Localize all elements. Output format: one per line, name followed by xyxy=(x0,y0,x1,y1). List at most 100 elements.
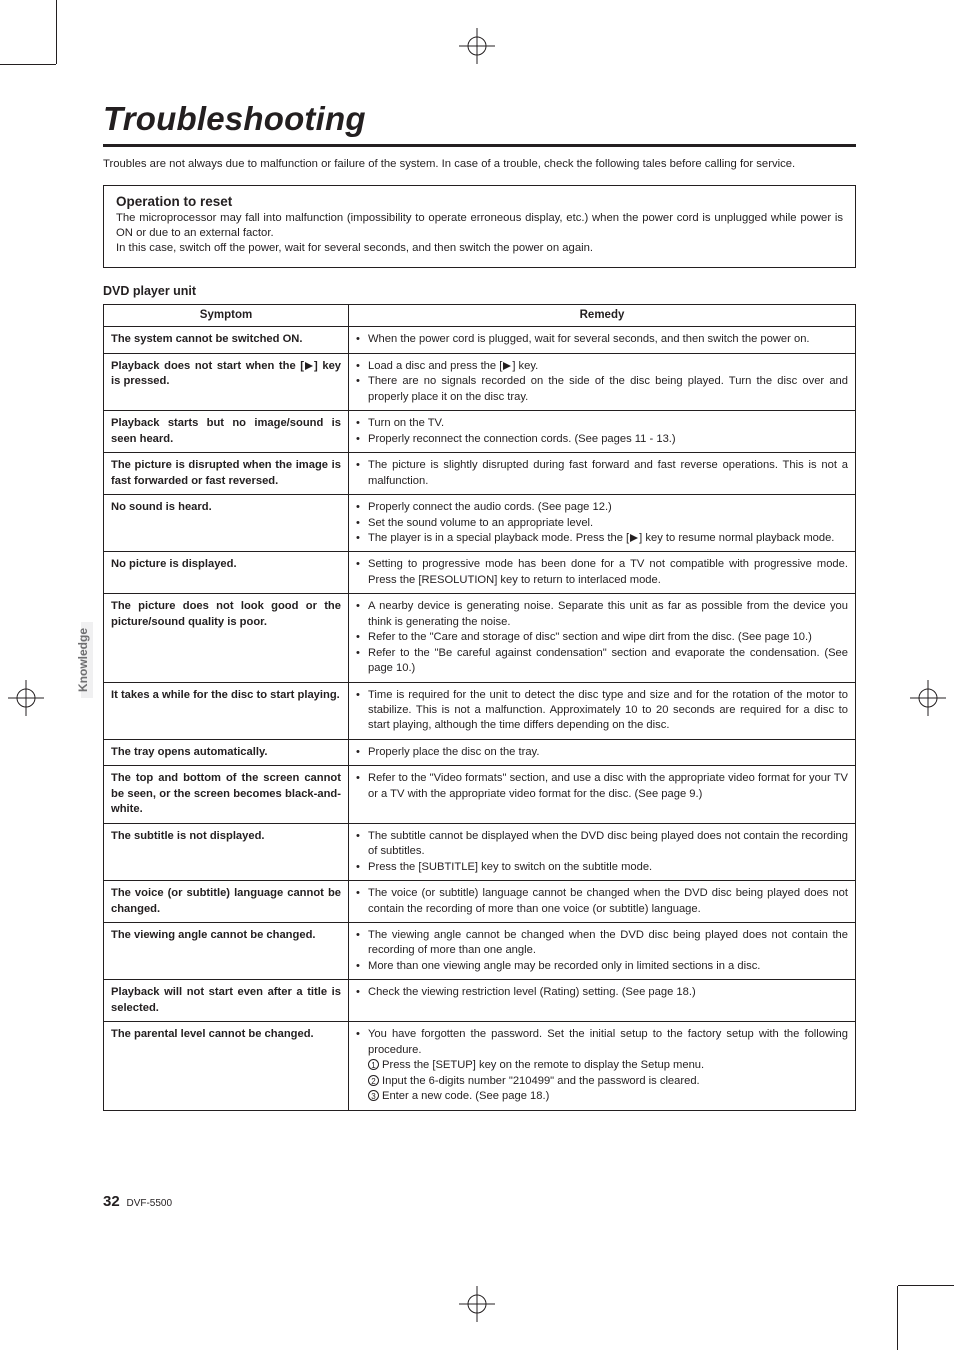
remedy-list: A nearby device is generating noise. Sep… xyxy=(356,599,848,676)
remedy-item: The voice (or subtitle) language cannot … xyxy=(356,886,848,917)
step-number: 2 xyxy=(368,1075,379,1086)
page-title: Troubleshooting xyxy=(103,100,856,147)
symptom-cell: The tray opens automatically. xyxy=(104,739,349,765)
remedy-item: The viewing angle cannot be changed when… xyxy=(356,928,848,959)
side-tab-label: Knowledge xyxy=(76,628,90,692)
remedy-list: The subtitle cannot be displayed when th… xyxy=(356,829,848,875)
table-row: The tray opens automatically. Properly pl… xyxy=(104,739,856,765)
th-remedy: Remedy xyxy=(349,304,856,327)
remedy-cell: The voice (or subtitle) language cannot … xyxy=(349,881,856,923)
table-row: No sound is heard.Properly connect the a… xyxy=(104,495,856,552)
remedy-cell: Properly place the disc on the tray. xyxy=(349,739,856,765)
table-row: The system cannot be switched ON.When th… xyxy=(104,327,856,353)
remedy-item: Properly reconnect the connection cords.… xyxy=(356,432,848,447)
remedy-item: Refer to the "Be careful against condens… xyxy=(356,646,848,677)
remedy-cell: Turn on the TV.Properly reconnect the co… xyxy=(349,411,856,453)
registration-mark-top xyxy=(459,28,495,64)
remedy-cell: Time is required for the unit to detect … xyxy=(349,682,856,739)
remedy-cell: A nearby device is generating noise. Sep… xyxy=(349,594,856,682)
crop-mark xyxy=(898,1285,954,1286)
symptom-cell: The parental level cannot be changed. xyxy=(104,1022,349,1110)
remedy-item: Press the [SUBTITLE] key to switch on th… xyxy=(356,860,848,875)
remedy-step: 1Press the [SETUP] key on the remote to … xyxy=(368,1058,848,1073)
remedy-cell: Setting to progressive mode has been don… xyxy=(349,552,856,594)
crop-mark xyxy=(0,64,56,65)
symptom-cell: The subtitle is not displayed. xyxy=(104,823,349,880)
symptom-cell: The voice (or subtitle) language cannot … xyxy=(104,881,349,923)
table-row: No picture is displayed.Setting to progr… xyxy=(104,552,856,594)
table-row: It takes a while for the disc to start p… xyxy=(104,682,856,739)
section-label: DVD player unit xyxy=(103,284,856,298)
registration-mark-bottom xyxy=(459,1286,495,1322)
remedy-item: Refer to the "Care and storage of disc" … xyxy=(356,630,848,645)
remedy-list: Load a disc and press the [] key.There a… xyxy=(356,359,848,405)
page-footer: 32 DVF-5500 xyxy=(103,1193,172,1210)
symptom-cell: The viewing angle cannot be changed. xyxy=(104,923,349,980)
remedy-list: When the power cord is plugged, wait for… xyxy=(356,332,848,347)
play-icon xyxy=(305,362,313,370)
table-row: The viewing angle cannot be changed.The … xyxy=(104,923,856,980)
remedy-list: The voice (or subtitle) language cannot … xyxy=(356,886,848,917)
remedy-cell: When the power cord is plugged, wait for… xyxy=(349,327,856,353)
registration-mark-right xyxy=(910,680,946,716)
remedy-item: The picture is slightly disrupted during… xyxy=(356,458,848,489)
reset-box: Operation to reset The microprocessor ma… xyxy=(103,185,856,268)
intro-text: Troubles are not always due to malfuncti… xyxy=(103,157,856,173)
reset-line1: The microprocessor may fall into malfunc… xyxy=(116,211,843,242)
crop-mark xyxy=(897,1286,898,1350)
remedy-item: There are no signals recorded on the sid… xyxy=(356,374,848,405)
crop-mark xyxy=(56,0,57,64)
play-icon xyxy=(503,362,511,370)
remedy-cell: Refer to the "Video formats" section, an… xyxy=(349,766,856,823)
table-row: The parental level cannot be changed.You… xyxy=(104,1022,856,1110)
symptom-cell: Playback will not start even after a tit… xyxy=(104,980,349,1022)
remedy-list: Time is required for the unit to detect … xyxy=(356,688,848,734)
remedy-cell: Check the viewing restriction level (Rat… xyxy=(349,980,856,1022)
remedy-cell: The picture is slightly disrupted during… xyxy=(349,453,856,495)
play-icon xyxy=(630,534,638,542)
table-row: Playback will not start even after a tit… xyxy=(104,980,856,1022)
remedy-list: Check the viewing restriction level (Rat… xyxy=(356,985,848,1000)
remedy-step: 2Input the 6-digits number "210499" and … xyxy=(368,1074,848,1089)
remedy-item: Turn on the TV. xyxy=(356,416,848,431)
symptom-cell: No picture is displayed. xyxy=(104,552,349,594)
remedy-cell: Load a disc and press the [] key.There a… xyxy=(349,353,856,410)
remedy-list: The picture is slightly disrupted during… xyxy=(356,458,848,489)
reset-heading: Operation to reset xyxy=(116,194,843,209)
table-row: The picture is disrupted when the image … xyxy=(104,453,856,495)
remedy-cell: You have forgotten the password. Set the… xyxy=(349,1022,856,1110)
remedy-item: The subtitle cannot be displayed when th… xyxy=(356,829,848,860)
table-row: The top and bottom of the screen cannot … xyxy=(104,766,856,823)
page-number: 32 xyxy=(103,1193,120,1210)
symptom-cell: The top and bottom of the screen cannot … xyxy=(104,766,349,823)
remedy-item: Setting to progressive mode has been don… xyxy=(356,557,848,588)
symptom-cell: Playback starts but no image/sound is se… xyxy=(104,411,349,453)
table-row: The voice (or subtitle) language cannot … xyxy=(104,881,856,923)
symptom-cell: The picture does not look good or the pi… xyxy=(104,594,349,682)
remedy-item: Check the viewing restriction level (Rat… xyxy=(356,985,848,1000)
symptom-cell: Playback does not start when the [] key … xyxy=(104,353,349,410)
th-symptom: Symptom xyxy=(104,304,349,327)
model-number: DVF-5500 xyxy=(126,1198,172,1209)
remedy-list: Turn on the TV.Properly reconnect the co… xyxy=(356,416,848,447)
remedy-list: Properly connect the audio cords. (See p… xyxy=(356,500,848,546)
table-row: The subtitle is not displayed.The subtit… xyxy=(104,823,856,880)
remedy-item: When the power cord is plugged, wait for… xyxy=(356,332,848,347)
symptom-cell: It takes a while for the disc to start p… xyxy=(104,682,349,739)
symptom-cell: No sound is heard. xyxy=(104,495,349,552)
remedy-list: You have forgotten the password. Set the… xyxy=(356,1027,848,1058)
remedy-substeps: 1Press the [SETUP] key on the remote to … xyxy=(356,1058,848,1104)
remedy-item: Refer to the "Video formats" section, an… xyxy=(356,771,848,802)
remedy-cell: Properly connect the audio cords. (See p… xyxy=(349,495,856,552)
remedy-item: Set the sound volume to an appropriate l… xyxy=(356,516,848,531)
table-row: The picture does not look good or the pi… xyxy=(104,594,856,682)
symptom-cell: The picture is disrupted when the image … xyxy=(104,453,349,495)
remedy-item: A nearby device is generating noise. Sep… xyxy=(356,599,848,630)
remedy-list: Properly place the disc on the tray. xyxy=(356,745,848,760)
remedy-cell: The subtitle cannot be displayed when th… xyxy=(349,823,856,880)
remedy-item: Time is required for the unit to detect … xyxy=(356,688,848,734)
remedy-list: Setting to progressive mode has been don… xyxy=(356,557,848,588)
remedy-item: The player is in a special playback mode… xyxy=(356,531,848,546)
remedy-list: The viewing angle cannot be changed when… xyxy=(356,928,848,974)
step-number: 1 xyxy=(368,1059,379,1070)
